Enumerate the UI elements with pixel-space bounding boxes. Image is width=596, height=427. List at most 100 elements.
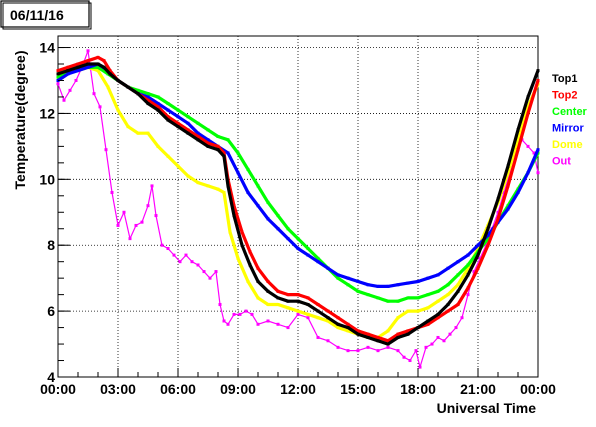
data-point <box>186 121 190 125</box>
data-point <box>96 69 100 73</box>
data-point <box>506 207 510 211</box>
data-point <box>306 296 310 300</box>
data-point <box>436 312 440 316</box>
data-point <box>476 247 480 251</box>
data-point <box>276 303 280 307</box>
data-point <box>232 312 236 316</box>
data-point <box>238 312 242 316</box>
data-point <box>206 184 210 188</box>
data-point <box>436 316 440 320</box>
data-point <box>346 326 350 330</box>
data-point <box>250 312 254 316</box>
data-point <box>102 65 106 69</box>
data-point <box>356 289 360 293</box>
data-point <box>156 105 160 109</box>
data-point <box>436 273 440 277</box>
data-point <box>66 69 70 73</box>
data-point <box>196 121 200 125</box>
data-point <box>406 281 410 285</box>
data-point <box>266 289 270 293</box>
data-point <box>186 131 190 135</box>
data-point <box>74 78 78 82</box>
data-point <box>426 306 430 310</box>
data-point <box>346 322 350 326</box>
data-point <box>244 309 248 313</box>
data-point <box>296 309 300 313</box>
x-tick-label: 15:00 <box>340 381 376 397</box>
data-point <box>386 342 390 346</box>
data-point <box>436 299 440 303</box>
x-tick-label: 12:00 <box>280 381 316 397</box>
data-point <box>136 88 140 92</box>
data-point <box>316 335 320 339</box>
data-point <box>160 243 164 247</box>
y-tick-label: 14 <box>39 40 55 56</box>
data-point <box>416 279 420 283</box>
data-point <box>396 299 400 303</box>
data-point <box>256 322 260 326</box>
data-point <box>366 293 370 297</box>
data-point <box>96 62 100 66</box>
data-point <box>376 296 380 300</box>
data-point <box>96 55 100 59</box>
data-point <box>456 260 460 264</box>
data-point <box>222 190 226 194</box>
data-point <box>526 171 530 175</box>
data-point <box>76 62 80 66</box>
data-point <box>226 184 230 188</box>
data-point <box>166 118 170 122</box>
data-point <box>486 243 490 247</box>
data-point <box>326 319 330 323</box>
data-point <box>476 243 480 247</box>
data-point <box>146 102 150 106</box>
data-point <box>136 92 140 96</box>
data-point <box>484 243 488 247</box>
data-point <box>456 273 460 277</box>
data-point <box>276 289 280 293</box>
data-point <box>436 335 440 339</box>
data-point <box>176 115 180 119</box>
y-tick-label: 12 <box>39 105 55 121</box>
y-tick-label: 4 <box>47 369 55 385</box>
date-label: 06/11/16 <box>10 7 64 23</box>
data-point <box>536 69 540 73</box>
data-point <box>256 279 260 283</box>
x-tick-label: 00:00 <box>520 381 556 397</box>
data-point <box>248 263 252 267</box>
data-point <box>446 293 450 297</box>
data-point <box>296 293 300 297</box>
data-point <box>506 184 510 188</box>
data-point <box>96 65 100 69</box>
data-point <box>176 164 180 168</box>
data-point <box>396 349 400 353</box>
data-point <box>526 144 530 148</box>
data-point <box>356 329 360 333</box>
data-point <box>166 247 170 251</box>
x-tick-label: 09:00 <box>220 381 256 397</box>
date-label-box: 06/11/16 <box>0 0 92 30</box>
data-point <box>276 296 280 300</box>
data-point <box>506 204 510 208</box>
data-point <box>266 303 270 307</box>
data-point <box>140 220 144 224</box>
data-point <box>486 227 490 231</box>
data-point <box>402 355 406 359</box>
data-point <box>356 279 360 283</box>
data-point <box>366 335 370 339</box>
data-point <box>216 187 220 191</box>
data-point <box>296 247 300 251</box>
data-point <box>486 237 490 241</box>
data-point <box>248 250 252 254</box>
data-point <box>176 125 180 129</box>
data-point <box>460 316 464 320</box>
data-point <box>516 190 520 194</box>
series-line <box>57 65 540 340</box>
data-point <box>206 144 210 148</box>
data-point <box>156 95 160 99</box>
data-point <box>376 284 380 288</box>
data-point <box>222 319 226 323</box>
data-point <box>166 154 170 158</box>
data-point <box>406 329 410 333</box>
data-point <box>426 319 430 323</box>
